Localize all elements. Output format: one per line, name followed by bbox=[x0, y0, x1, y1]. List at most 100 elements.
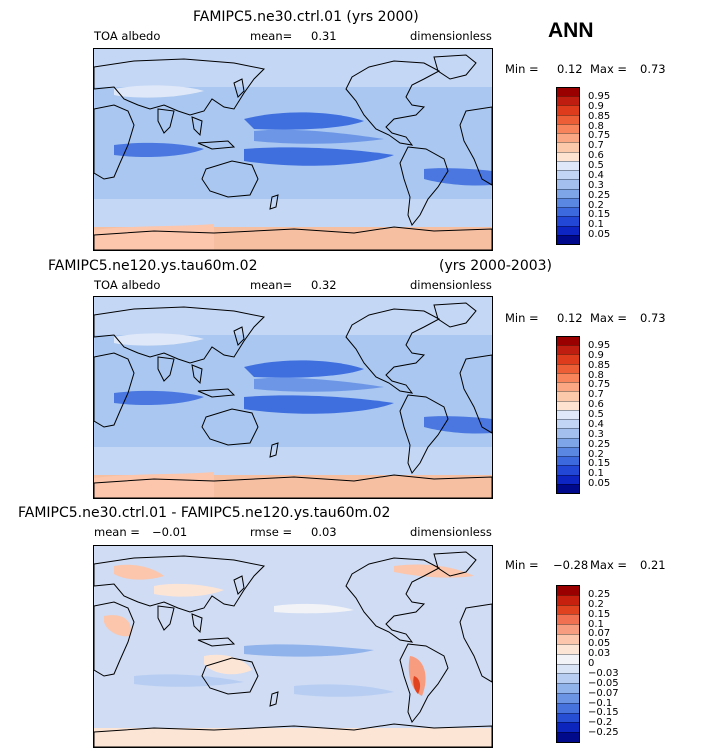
colorbar-tick-label: 0.25 bbox=[588, 438, 611, 450]
colorbar-tick-label: 0.85 bbox=[588, 110, 611, 122]
colorbar-tick-label: 0.7 bbox=[588, 140, 604, 152]
colorbar-swatch bbox=[557, 123, 579, 134]
colorbar-swatch bbox=[557, 142, 579, 152]
panel-1-mean-label: mean= bbox=[250, 29, 293, 43]
colorbar-swatch bbox=[557, 234, 579, 244]
colorbar-tick-label: 0.05 bbox=[588, 229, 611, 241]
panel-2-max-label: Max = bbox=[590, 311, 628, 325]
panel-1-max-value: 0.73 bbox=[640, 62, 666, 76]
colorbar-swatch bbox=[557, 465, 579, 475]
panel-3-rmse-value: 0.03 bbox=[311, 525, 337, 539]
panel-2-units: dimensionless bbox=[410, 278, 492, 292]
colorbar-tick-label: 0.95 bbox=[588, 90, 611, 102]
season-label: ANN bbox=[548, 19, 594, 42]
panel-1-colorbar bbox=[556, 87, 580, 245]
colorbar-tick-label: 0.07 bbox=[588, 628, 611, 640]
panel-1-max-label: Max = bbox=[590, 62, 628, 76]
colorbar-swatch bbox=[557, 133, 579, 143]
panel-3-colorbar bbox=[556, 585, 580, 743]
colorbar-tick-label: 0.4 bbox=[588, 418, 604, 430]
colorbar-swatch bbox=[557, 683, 579, 693]
panel-3-max-value: 0.21 bbox=[640, 558, 666, 572]
colorbar-tick-label: −0.25 bbox=[588, 727, 619, 739]
colorbar-swatch bbox=[557, 207, 579, 217]
colorbar-swatch bbox=[557, 692, 579, 703]
panel-1-variable-label: TOA albedo bbox=[94, 29, 161, 43]
colorbar-swatch bbox=[557, 594, 579, 605]
colorbar-tick-label: 0.7 bbox=[588, 389, 604, 401]
panel-3-units: dimensionless bbox=[410, 525, 492, 539]
colorbar-tick-label: 0.6 bbox=[588, 150, 604, 162]
panel-2-mean-value: 0.32 bbox=[311, 278, 337, 292]
panel-3-rmse-label: rmse = bbox=[250, 525, 293, 539]
colorbar-tick-label: 0.8 bbox=[588, 369, 604, 381]
colorbar-swatch bbox=[557, 114, 579, 124]
colorbar-swatch bbox=[557, 428, 579, 438]
colorbar-tick-label: 0.2 bbox=[588, 199, 604, 211]
colorbar-tick-label: 0.75 bbox=[588, 379, 611, 391]
colorbar-tick-label: 0.6 bbox=[588, 399, 604, 411]
colorbar-swatch bbox=[557, 88, 579, 97]
colorbar-swatch bbox=[557, 624, 579, 635]
colorbar-swatch bbox=[557, 96, 579, 106]
panel-2-albedo-map bbox=[93, 296, 493, 499]
colorbar-swatch bbox=[557, 663, 579, 674]
colorbar-swatch bbox=[557, 446, 579, 457]
panel-3-title: FAMIPC5.ne30.ctrl.01 - FAMIPC5.ne120.ys.… bbox=[18, 505, 391, 521]
colorbar-swatch bbox=[557, 614, 579, 625]
colorbar-tick-label: 0.8 bbox=[588, 120, 604, 132]
colorbar-tick-label: 0.25 bbox=[588, 588, 611, 600]
colorbar-tick-label: 0.75 bbox=[588, 130, 611, 142]
panel-3-mean-label: mean = bbox=[94, 525, 140, 539]
colorbar-swatch bbox=[557, 179, 579, 189]
colorbar-tick-label: 0.3 bbox=[588, 179, 604, 191]
colorbar-tick-label: 0.9 bbox=[588, 100, 604, 112]
colorbar-tick-label: 0.05 bbox=[588, 638, 611, 650]
colorbar-tick-label: 0 bbox=[588, 658, 595, 669]
panel-2-min-value: 0.12 bbox=[557, 311, 583, 325]
colorbar-tick-label: −0.2 bbox=[588, 717, 613, 729]
colorbar-swatch bbox=[557, 673, 579, 684]
colorbar-swatch bbox=[557, 722, 579, 733]
colorbar-swatch bbox=[557, 604, 579, 615]
colorbar-tick-label: −0.05 bbox=[588, 677, 619, 689]
panel-1-title: FAMIPC5.ne30.ctrl.01 (yrs 2000) bbox=[193, 9, 419, 25]
colorbar-swatch bbox=[557, 337, 579, 346]
colorbar-tick-label: 0.15 bbox=[588, 458, 611, 470]
panel-2-colorbar bbox=[556, 336, 580, 494]
panel-3-mean-value: −0.01 bbox=[152, 525, 188, 539]
colorbar-tick-label: 0.5 bbox=[588, 409, 604, 420]
colorbar-swatch bbox=[557, 474, 579, 484]
colorbar-swatch bbox=[557, 105, 579, 115]
panel-3-difference-map bbox=[93, 545, 493, 748]
colorbar-tick-label: 0.05 bbox=[588, 478, 611, 490]
colorbar-swatch bbox=[557, 586, 579, 595]
colorbar-swatch bbox=[557, 653, 579, 664]
colorbar-swatch bbox=[557, 160, 579, 171]
panel-2-title: FAMIPC5.ne120.ys.tau60m.02 bbox=[48, 258, 258, 274]
colorbar-tick-label: 0.5 bbox=[588, 160, 604, 171]
colorbar-tick-label: 0.25 bbox=[588, 189, 611, 201]
panel-1-min-label: Min = bbox=[505, 62, 539, 76]
colorbar-swatch bbox=[557, 170, 579, 180]
panel-2-mean-label: mean= bbox=[250, 278, 293, 292]
colorbar-swatch bbox=[557, 456, 579, 466]
colorbar-swatch bbox=[557, 354, 579, 364]
colorbar-swatch bbox=[557, 216, 579, 226]
colorbar-tick-label: 0.95 bbox=[588, 339, 611, 351]
colorbar-tick-label: 0.15 bbox=[588, 608, 611, 620]
panel-3-max-label: Max = bbox=[590, 558, 628, 572]
colorbar-swatch bbox=[557, 345, 579, 355]
colorbar-tick-label: 0.2 bbox=[588, 598, 604, 610]
panel-1-albedo-map bbox=[93, 48, 493, 251]
colorbar-tick-label: 0.3 bbox=[588, 428, 604, 440]
colorbar-tick-label: −0.07 bbox=[588, 687, 619, 699]
colorbar-swatch bbox=[557, 437, 579, 447]
colorbar-swatch bbox=[557, 400, 579, 410]
panel-2-min-label: Min = bbox=[505, 311, 539, 325]
colorbar-tick-label: 0.1 bbox=[588, 618, 604, 630]
panel-2-max-value: 0.73 bbox=[640, 311, 666, 325]
colorbar-tick-label: 0.9 bbox=[588, 349, 604, 361]
colorbar-swatch bbox=[557, 409, 579, 420]
colorbar-tick-label: 0.1 bbox=[588, 219, 604, 231]
